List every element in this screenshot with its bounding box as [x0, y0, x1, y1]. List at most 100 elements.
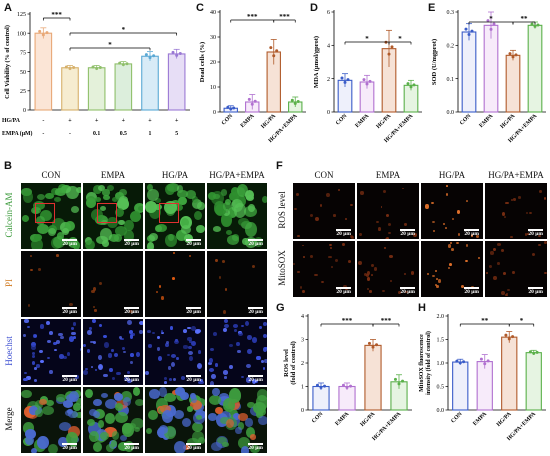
- data-point: [532, 351, 536, 355]
- column-header: EMPA: [100, 170, 126, 180]
- micrograph-tile: 20 μm: [420, 240, 484, 298]
- y-tick-label: 1: [301, 385, 304, 391]
- data-point: [367, 341, 371, 345]
- data-point: [148, 56, 152, 60]
- y-tick-label: 50: [20, 70, 26, 76]
- roi-box: [97, 203, 117, 223]
- data-point: [462, 360, 466, 364]
- micrograph-tile: 20 μm: [292, 182, 356, 240]
- data-point: [412, 83, 416, 87]
- bar: [141, 55, 159, 111]
- sig-marker: *: [365, 35, 369, 43]
- micrograph-tile: 20 μm: [484, 240, 548, 298]
- micrograph-tile: 20 μm: [82, 386, 144, 454]
- empa-mark: 0.5: [120, 131, 127, 137]
- empa-mark: 1: [149, 131, 152, 137]
- data-point: [247, 97, 251, 101]
- data-point: [371, 345, 375, 349]
- y-tick-label: 4: [301, 314, 304, 320]
- micrograph-grid-b: CON EMPA HG/PA HG/PA+EMPA Calcein-AM 20 μm 20 …: [0, 160, 272, 456]
- y-tick-label: 10: [210, 85, 216, 91]
- data-point: [368, 79, 372, 83]
- data-point: [250, 102, 254, 106]
- data-point: [530, 22, 534, 26]
- data-point: [514, 53, 518, 57]
- chart-ros-level: 0 1 2 3 4 ROS level(fold of control) CON EMPA HG…: [283, 314, 412, 442]
- data-point: [528, 350, 532, 354]
- micrograph-grid-f: CON EMPA HG/PA HG/PA+EMPA ROS level 20 μm 20 μ…: [274, 160, 550, 302]
- sig-marker: *: [398, 35, 402, 43]
- column-header: HG/PA+EMPA: [209, 170, 265, 180]
- hgpa-mark: -: [42, 118, 44, 124]
- data-point: [479, 357, 483, 361]
- data-point: [393, 377, 397, 381]
- data-point: [346, 78, 350, 82]
- scale-bar: 20 μm: [186, 375, 201, 383]
- data-point: [315, 383, 319, 387]
- scale-bar: 20 μm: [186, 239, 201, 247]
- hgpa-mark: +: [122, 118, 126, 124]
- micrograph-tile: 20 μm: [484, 182, 548, 240]
- empa-mark: -: [42, 131, 44, 137]
- data-point: [486, 359, 490, 363]
- hgpa-mark: +: [148, 118, 152, 124]
- data-point: [125, 62, 129, 66]
- y-axis-label: ROS level(fold of control): [283, 341, 297, 385]
- data-point: [41, 33, 45, 37]
- sig-marker: ***: [279, 13, 290, 21]
- column-header: HG/PA: [438, 170, 466, 180]
- data-point: [229, 107, 233, 111]
- scale-bar: 20 μm: [248, 307, 263, 315]
- y-tick-label: 6: [327, 10, 330, 16]
- bar: [527, 24, 543, 113]
- data-point: [269, 46, 273, 50]
- micrograph-tile: 20 μm: [20, 182, 82, 250]
- data-point: [504, 333, 508, 337]
- micrograph-tile: 20 μm: [20, 386, 82, 454]
- bar: [87, 67, 106, 111]
- column-header: HG/PA: [161, 170, 189, 180]
- scale-bar: 20 μm: [464, 229, 479, 237]
- data-point: [467, 33, 471, 36]
- x-tick-label: CON: [459, 113, 473, 127]
- data-point: [91, 65, 95, 69]
- x-tick-label: HG/PA: [260, 113, 277, 130]
- y-tick-label: 0.3: [447, 10, 455, 16]
- y-axis-label: Cell Viability (% of control): [4, 25, 11, 99]
- x-tick-label: EMPA: [334, 411, 351, 428]
- row-header: Calcein-AM: [4, 192, 14, 238]
- data-point: [253, 99, 257, 103]
- scale-bar: 20 μm: [400, 229, 415, 237]
- data-point: [401, 379, 405, 383]
- data-point: [507, 337, 511, 341]
- column-header: EMPA: [375, 170, 401, 180]
- data-point: [375, 343, 379, 347]
- column-header: HG/PA+EMPA: [488, 170, 544, 180]
- data-point: [511, 55, 515, 59]
- y-axis-label: MitoSOX fluorescenceintensity (fold of c…: [419, 331, 432, 395]
- row-header: Merge: [4, 407, 14, 431]
- scale-bar: 20 μm: [186, 443, 201, 451]
- x-tick-label: EMPA: [472, 411, 489, 428]
- y-tick-label: 0.5: [437, 385, 445, 391]
- data-point: [365, 82, 369, 86]
- sig-marker: *: [489, 15, 493, 23]
- panel-label-b: B: [4, 160, 12, 172]
- scale-bar: 20 μm: [124, 239, 139, 247]
- data-point: [275, 49, 279, 53]
- scale-bar: 20 μm: [62, 443, 77, 451]
- y-tick-label: 25: [20, 89, 26, 95]
- sig-marker: ***: [342, 317, 353, 325]
- bar: [476, 361, 493, 411]
- y-tick-label: 2: [327, 77, 330, 83]
- micrograph-tile: 20 μm: [82, 250, 144, 318]
- hgpa-mark: +: [68, 118, 72, 124]
- micrograph-tile: 20 μm: [206, 182, 268, 250]
- data-point: [409, 85, 413, 89]
- micrograph-tile: 20 μm: [356, 240, 420, 298]
- bar: [461, 31, 477, 113]
- micrograph-tile: 20 μm: [356, 182, 420, 240]
